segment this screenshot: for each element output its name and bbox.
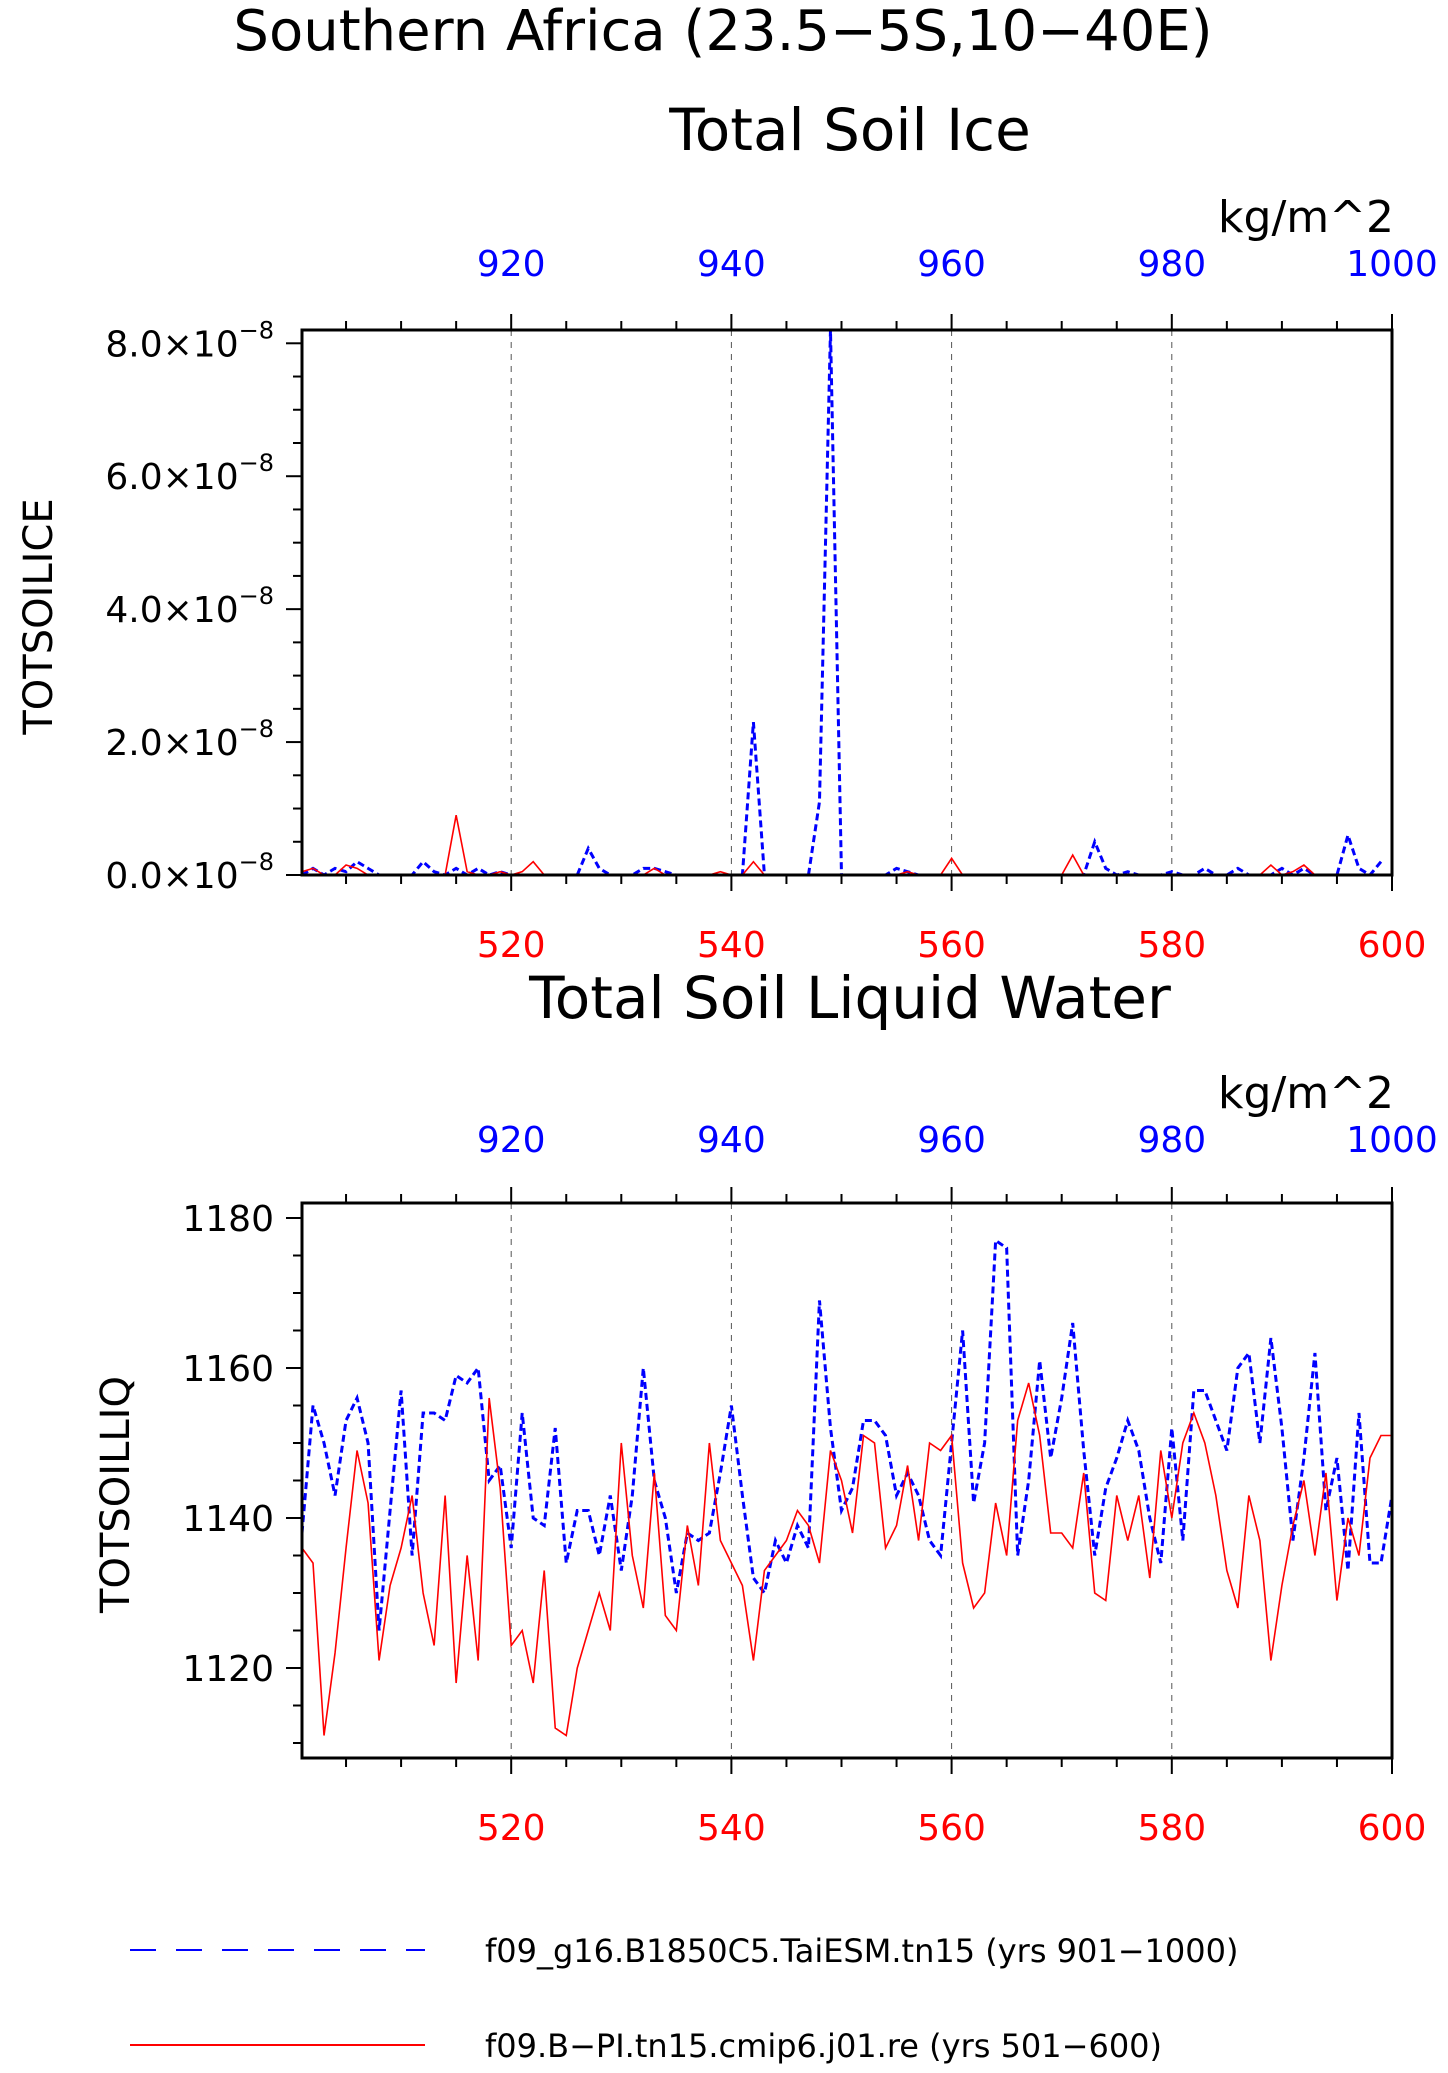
y-tick-label: 1180 [182,1199,274,1240]
series-line-blue [302,330,1383,875]
bottom-tick-label: 600 [1358,925,1427,966]
top-tick-label: 960 [917,1120,986,1161]
legend: f09_g16.B1850C5.TaiESM.tn15 (yrs 901−100… [130,1932,1238,2065]
y-tick-label: 0.0×10−8 [105,848,274,897]
series-line-red [302,1382,1392,1737]
y-tick-label: 6.0×10−8 [105,449,274,498]
bottom-tick-label: 520 [477,925,546,966]
y-tick-label: 2.0×10−8 [105,715,274,764]
y-axis-label: TOTSOILICE [16,498,62,735]
plot-frame [300,1201,1394,1760]
top-tick-label: 980 [1137,1120,1206,1161]
top-tick-label: 980 [1137,244,1206,285]
panel-total-soil-ice: Total Soil Ice kg/m^2 TOTSOILICE 0.0×10−8 2.… [16,96,1438,966]
top-tick-label: 1000 [1346,1120,1438,1161]
bottom-tick-label: 560 [917,1808,986,1849]
top-tick-label: 920 [477,244,546,285]
figure-title: Southern Africa (23.5−5S,10−40E) [233,0,1212,64]
y-tick-label: 8.0×10−8 [105,316,274,365]
units-label: kg/m^2 [1218,1068,1394,1119]
y-tick-label: 4.0×10−8 [105,582,274,631]
bottom-tick-label: 540 [697,925,766,966]
legend-label-red: f09.B−PI.tn15.cmip6.j01.re (yrs 501−600) [485,2027,1162,2065]
top-tick-label: 920 [477,1120,546,1161]
legend-label-blue: f09_g16.B1850C5.TaiESM.tn15 (yrs 901−100… [485,1932,1238,1970]
bottom-tick-label: 600 [1358,1808,1427,1849]
bottom-tick-label: 560 [917,925,986,966]
bottom-tick-label: 520 [477,1808,546,1849]
top-tick-label: 940 [697,1120,766,1161]
units-label: kg/m^2 [1218,192,1394,243]
bottom-tick-label: 580 [1137,925,1206,966]
bottom-tick-label: 540 [697,1808,766,1849]
bottom-tick-label: 580 [1137,1808,1206,1849]
y-axis-label: TOTSOILLIQ [93,1376,139,1614]
top-tick-label: 960 [917,244,986,285]
plot-frame [300,328,1394,877]
panel-title: Total Soil Ice [668,96,1031,164]
top-tick-label: 940 [697,244,766,285]
y-tick-label: 1160 [182,1349,274,1390]
top-tick-label: 1000 [1346,244,1438,285]
panel-title: Total Soil Liquid Water [528,964,1171,1032]
y-tick-label: 1120 [182,1649,274,1690]
series-line-blue [302,1237,1392,1631]
panel-total-soil-liquid-water: Total Soil Liquid Water kg/m^2 TOTSOILLIQ 1… [93,964,1438,1849]
y-tick-label: 1140 [182,1499,274,1540]
